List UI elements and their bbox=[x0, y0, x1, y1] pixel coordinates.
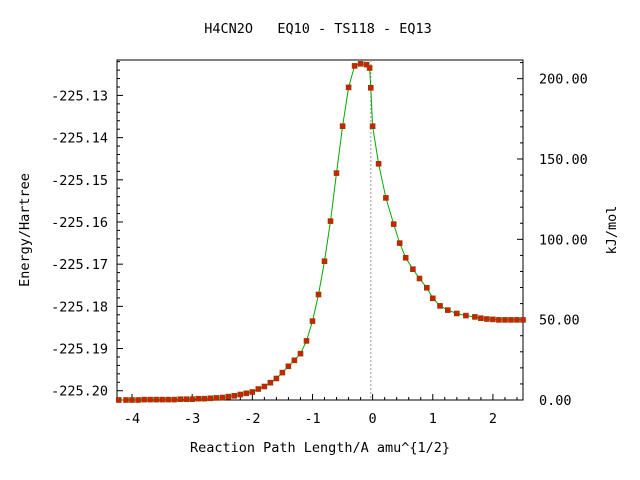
data-point bbox=[410, 266, 416, 273]
data-point bbox=[123, 397, 129, 403]
data-point bbox=[357, 60, 364, 67]
data-point bbox=[514, 317, 520, 323]
data-point bbox=[423, 284, 430, 291]
x-axis-label: Reaction Path Length/A amu^{1/2} bbox=[190, 440, 450, 456]
data-point bbox=[520, 317, 526, 323]
data-point bbox=[255, 386, 262, 392]
data-point bbox=[195, 395, 201, 402]
data-point bbox=[159, 396, 165, 403]
y-tick-label: -225.14 bbox=[51, 131, 108, 147]
data-point bbox=[135, 397, 141, 403]
data-point bbox=[363, 61, 370, 68]
data-point bbox=[273, 375, 280, 382]
data-point bbox=[243, 390, 250, 397]
data-point bbox=[285, 363, 292, 370]
x-tick-label: -2 bbox=[244, 411, 260, 427]
data-point bbox=[437, 303, 443, 309]
y-axis-left: -225.20 -225.19 -225.18 -225.17 -225.16 -225.… bbox=[51, 61, 123, 400]
x-tick-label: 0 bbox=[369, 411, 377, 427]
data-point bbox=[219, 394, 226, 401]
series-line bbox=[118, 63, 523, 401]
data-point bbox=[183, 396, 189, 403]
data-point bbox=[484, 316, 490, 322]
y-tick-label: -225.16 bbox=[51, 215, 108, 231]
data-point bbox=[207, 395, 213, 402]
y-tick-label: -225.15 bbox=[51, 173, 108, 189]
data-point bbox=[453, 310, 460, 317]
data-point bbox=[249, 389, 256, 395]
data-point bbox=[327, 218, 334, 224]
data-point bbox=[502, 317, 508, 323]
y-tick-label: -225.18 bbox=[51, 299, 108, 315]
data-point bbox=[490, 316, 496, 323]
data-point bbox=[367, 85, 374, 91]
data-point bbox=[116, 397, 122, 403]
data-point bbox=[267, 379, 274, 386]
data-point bbox=[339, 123, 346, 129]
data-point bbox=[444, 307, 451, 313]
data-point bbox=[333, 170, 340, 176]
data-point bbox=[213, 395, 219, 401]
y2-tick-label: 100.00 bbox=[539, 232, 588, 248]
data-point bbox=[375, 161, 382, 167]
x-tick-label: -1 bbox=[304, 411, 320, 427]
chart-title: H4CN2O EQ10 - TS118 - EQ13 bbox=[204, 21, 432, 37]
data-point bbox=[345, 84, 352, 91]
data-point bbox=[297, 350, 304, 357]
data-point bbox=[171, 396, 177, 403]
x-tick-label: -3 bbox=[184, 411, 200, 427]
data-point bbox=[496, 317, 502, 323]
y2-tick-label: 50.00 bbox=[539, 313, 580, 329]
data-point bbox=[416, 275, 423, 282]
data-point bbox=[383, 195, 389, 201]
y-axis-right: 0.00 50.00 100.00 150.00 200.00 bbox=[517, 62, 588, 409]
data-point bbox=[315, 291, 322, 298]
data-point bbox=[165, 396, 171, 403]
x-tick-label: -4 bbox=[124, 411, 140, 427]
data-point bbox=[309, 318, 316, 324]
data-point bbox=[201, 395, 207, 402]
data-point bbox=[237, 391, 244, 398]
data-point bbox=[478, 315, 484, 322]
data-point bbox=[153, 396, 159, 403]
y2-tick-label: 150.00 bbox=[539, 152, 588, 168]
data-point bbox=[303, 338, 310, 344]
data-point bbox=[366, 65, 373, 71]
data-point bbox=[147, 396, 153, 403]
y-tick-label: -225.20 bbox=[51, 384, 108, 400]
x-tick-label: 2 bbox=[489, 411, 497, 427]
y2-tick-label: 200.00 bbox=[539, 72, 588, 88]
data-point bbox=[279, 369, 286, 376]
data-point bbox=[177, 396, 183, 403]
data-point bbox=[472, 314, 478, 320]
data-point bbox=[141, 396, 147, 403]
data-point bbox=[463, 312, 469, 319]
plot-area bbox=[116, 60, 526, 403]
data-point bbox=[291, 357, 298, 364]
data-point bbox=[321, 258, 328, 265]
y2-tick-label: 0.00 bbox=[539, 393, 572, 409]
data-point bbox=[390, 221, 397, 227]
data-point bbox=[508, 317, 514, 323]
x-tick-label: 1 bbox=[429, 411, 437, 427]
data-point bbox=[225, 393, 232, 400]
data-point bbox=[129, 397, 135, 403]
data-point bbox=[396, 240, 403, 246]
y-tick-label: -225.19 bbox=[51, 342, 108, 358]
plot-frame bbox=[116, 59, 524, 401]
data-point bbox=[369, 123, 376, 129]
data-point bbox=[402, 255, 409, 261]
x-axis: -4 -3 -2 -1 0 1 2 bbox=[119, 394, 518, 427]
data-point bbox=[189, 396, 195, 403]
data-point bbox=[351, 63, 358, 69]
data-point bbox=[231, 392, 238, 399]
data-point bbox=[429, 295, 436, 302]
y-tick-label: -225.13 bbox=[51, 88, 108, 104]
y2-axis-label: kJ/mol bbox=[604, 206, 620, 255]
y-tick-label: -225.17 bbox=[51, 257, 108, 273]
y-axis-label: Energy/Hartree bbox=[17, 173, 33, 287]
data-point bbox=[261, 383, 268, 390]
